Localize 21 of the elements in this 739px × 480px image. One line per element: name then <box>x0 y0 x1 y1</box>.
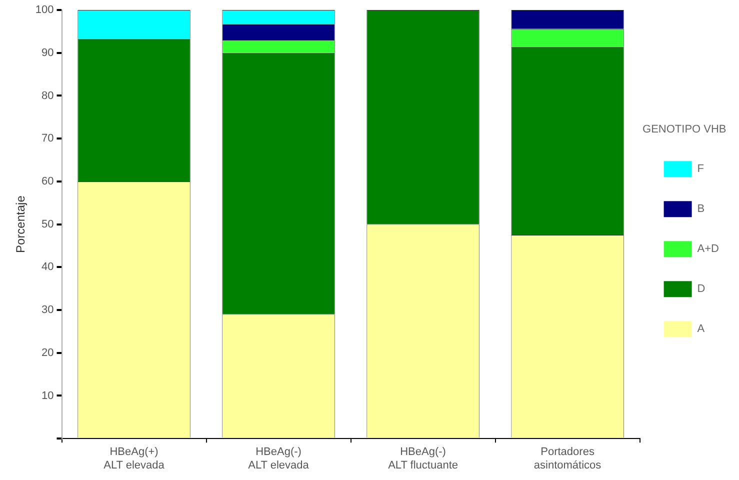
y-tick-label: 60 <box>42 175 54 188</box>
x-tick-label: Portadores asintomáticos <box>534 446 602 472</box>
x-tick-label: HBeAg(-) ALT fluctuante <box>388 446 458 472</box>
legend-label: D <box>697 283 706 296</box>
y-tick-label: 100 <box>35 4 54 16</box>
y-tick-label: 20 <box>42 346 54 359</box>
x-tick-label: HBeAg(+) ALT elevada <box>104 446 166 472</box>
y-tick-label: 40 <box>42 261 54 274</box>
y-tick-label: 10 <box>42 390 54 402</box>
y-tick-label: 90 <box>42 46 54 59</box>
x-tick-label: HBeAg(-) ALT elevada <box>248 446 310 472</box>
y-tick-label: 50 <box>42 218 54 230</box>
legend-title: GENOTIPO VHB <box>642 123 726 136</box>
legend-label: A+D <box>697 243 720 256</box>
legend-label: A <box>697 323 706 336</box>
legend-label: F <box>697 163 704 176</box>
y-tick-label: 80 <box>42 90 54 102</box>
y-tick-label: 70 <box>42 132 54 145</box>
legend-label: B <box>697 203 705 216</box>
y-axis-title: Porcentaje <box>14 195 28 253</box>
y-tick-label: 30 <box>42 304 54 316</box>
